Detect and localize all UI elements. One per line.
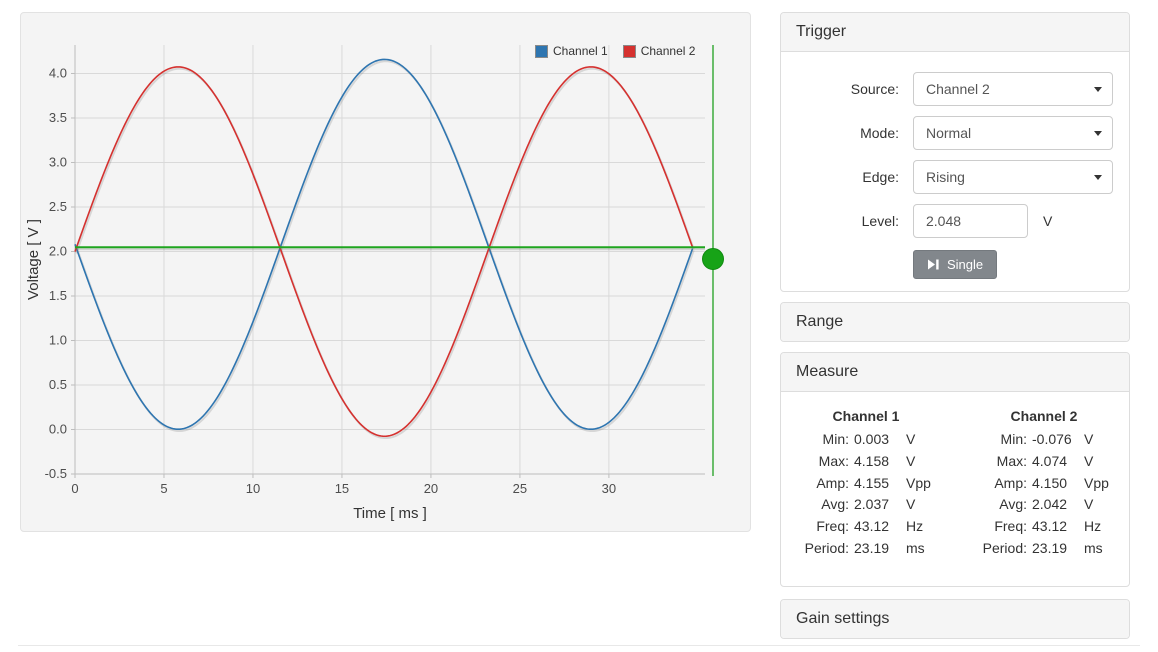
step-forward-icon: [928, 259, 939, 270]
measure-channel-1-column: Channel 1 Min: 0.003 V Max: 4.158 V Amp:…: [791, 408, 941, 560]
chart-legend: Channel 1 Channel 2: [535, 44, 695, 58]
measure-column-title: Channel 2: [1010, 408, 1078, 424]
legend-label: Channel 1: [553, 44, 608, 58]
svg-text:0: 0: [71, 481, 78, 496]
svg-text:15: 15: [335, 481, 349, 496]
trigger-panel-title: Trigger: [796, 23, 847, 40]
measure-row-period: Period: 23.19 ms: [804, 539, 925, 556]
range-panel-title: Range: [796, 313, 844, 330]
oscilloscope-panel: 0 5 10 15 20 25 30 -0.5 0.0 0.5 1.0 1.5 2.0 2.5 3.0 3.5…: [20, 12, 751, 532]
trigger-panel-body: Source: Channel 2 Mode: Normal Edge:: [781, 52, 1129, 291]
trigger-level-input[interactable]: [913, 204, 1028, 238]
single-trigger-button[interactable]: Single: [913, 250, 998, 279]
caret-down-icon: [1094, 131, 1102, 136]
svg-text:3.5: 3.5: [49, 110, 67, 125]
svg-text:0.0: 0.0: [49, 421, 67, 436]
measure-row-amp: Amp: 4.150 Vpp: [994, 474, 1109, 491]
trigger-edge-select[interactable]: Rising: [913, 160, 1113, 194]
gain-settings-panel: Gain settings: [780, 598, 1130, 639]
svg-text:0.5: 0.5: [49, 377, 67, 392]
measure-column-title: Channel 1: [832, 408, 900, 424]
svg-text:1.5: 1.5: [49, 288, 67, 303]
channel-2-swatch-icon: [622, 44, 636, 58]
svg-text:30: 30: [602, 481, 616, 496]
channel-1-swatch-icon: [535, 44, 548, 58]
gain-settings-panel-header[interactable]: Gain settings: [781, 599, 1129, 638]
trigger-level-unit: V: [1043, 213, 1053, 229]
trigger-source-row: Source: Channel 2: [796, 72, 1114, 106]
svg-text:2.0: 2.0: [49, 243, 67, 258]
svg-text:20: 20: [424, 481, 438, 496]
svg-text:Time [ ms ]: Time [ ms ]: [353, 505, 427, 522]
single-button-label: Single: [947, 257, 984, 272]
trigger-panel: Trigger Source: Channel 2 Mode: Normal: [780, 12, 1130, 292]
trigger-mode-row: Mode: Normal: [796, 116, 1114, 150]
measure-row-freq: Freq: 43.12 Hz: [816, 518, 924, 535]
measure-row-min: Min: -0.076 V: [1000, 431, 1094, 447]
measure-row-amp: Amp: 4.155 Vpp: [816, 474, 931, 491]
trigger-edge-label: Edge:: [862, 169, 899, 185]
svg-text:25: 25: [513, 481, 527, 496]
settings-column: Trigger Source: Channel 2 Mode: Normal: [780, 12, 1130, 649]
waveform-plot: 0 5 10 15 20 25 30 -0.5 0.0 0.5 1.0 1.5 2.0 2.5 3.0 3.5…: [25, 45, 714, 522]
measure-panel-body: Channel 1 Min: 0.003 V Max: 4.158 V Amp:…: [781, 392, 1129, 586]
trigger-panel-header[interactable]: Trigger: [781, 13, 1129, 52]
trigger-edge-row: Edge: Rising: [796, 160, 1114, 194]
trigger-level-label: Level:: [861, 213, 899, 229]
measure-row-max: Max: 4.074 V: [996, 452, 1094, 469]
svg-text:-0.5: -0.5: [45, 466, 67, 481]
measure-row-freq: Freq: 43.12 Hz: [994, 518, 1102, 535]
svg-text:10: 10: [246, 481, 260, 496]
legend-channel-2: Channel 2: [622, 44, 696, 58]
trigger-actions-row: Single: [796, 248, 1114, 279]
page-divider: [18, 645, 1140, 646]
trigger-level-handle[interactable]: [702, 248, 724, 271]
svg-text:3.0: 3.0: [49, 154, 67, 169]
measure-row-max: Max: 4.158 V: [818, 452, 916, 469]
measure-row-min: Min: 0.003 V: [822, 431, 916, 447]
range-panel-header[interactable]: Range: [781, 303, 1129, 341]
caret-down-icon: [1094, 175, 1102, 180]
measure-panel-header[interactable]: Measure: [781, 353, 1129, 392]
measure-channel-2-column: Channel 2 Min: -0.076 V Max: 4.074 V Amp…: [969, 408, 1119, 560]
measure-row-avg: Avg: 2.042 V: [999, 496, 1094, 513]
svg-text:Voltage [ V ]: Voltage [ V ]: [25, 219, 42, 300]
legend-label: Channel 2: [640, 44, 696, 58]
gain-settings-panel-title: Gain settings: [796, 609, 890, 627]
trigger-source-label: Source:: [850, 81, 899, 97]
legend-channel-1: Channel 1: [535, 44, 608, 58]
trigger-level-row: Level: V: [796, 204, 1114, 238]
trigger-mode-label: Mode:: [860, 125, 899, 141]
range-panel: Range: [780, 302, 1130, 342]
svg-text:1.0: 1.0: [49, 332, 67, 347]
caret-down-icon: [1094, 87, 1102, 92]
trigger-source-value: Channel 2: [926, 81, 990, 97]
svg-text:2.5: 2.5: [49, 199, 67, 214]
svg-text:4.0: 4.0: [49, 65, 67, 80]
trigger-source-select[interactable]: Channel 2: [913, 72, 1113, 106]
measure-panel-title: Measure: [796, 363, 859, 380]
trigger-mode-value: Normal: [926, 125, 972, 141]
trigger-mode-select[interactable]: Normal: [913, 116, 1113, 150]
measure-row-period: Period: 23.19 ms: [982, 539, 1103, 556]
trigger-edge-value: Rising: [926, 169, 965, 185]
svg-text:5: 5: [160, 481, 167, 496]
measure-panel: Measure Channel 1 Min: 0.003 V Max: 4.15…: [780, 352, 1130, 587]
measure-row-avg: Avg: 2.037 V: [821, 496, 916, 513]
